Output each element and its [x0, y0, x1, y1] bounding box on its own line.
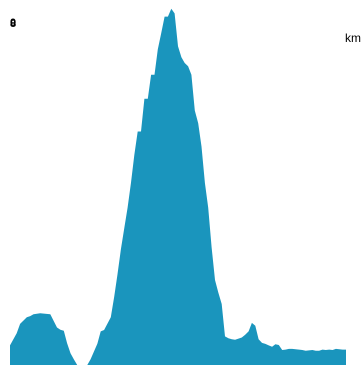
y-tick-label: 8 [10, 18, 17, 30]
unit-label: km [345, 31, 361, 45]
y-tick-label: 0 [10, 17, 17, 29]
area-series-fill [10, 8, 346, 365]
